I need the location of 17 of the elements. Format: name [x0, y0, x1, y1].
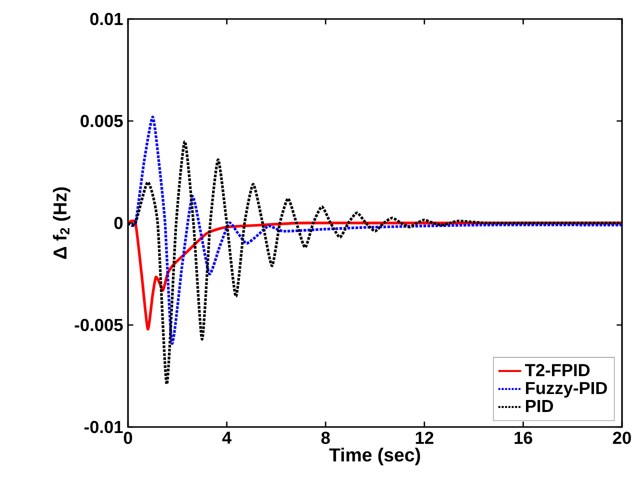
x-axis-title: Time (sec)	[329, 448, 420, 466]
x-tick-label: 12	[416, 432, 434, 444]
legend-label: T2-FPID	[525, 364, 590, 376]
x-tick-label: 8	[321, 432, 330, 444]
legend-label: Fuzzy-PID	[526, 382, 607, 398]
y-tick-label: -0.01	[84, 420, 123, 434]
legend-label: PID	[526, 400, 554, 412]
y-tick-label: -0.005	[74, 318, 123, 332]
y-tick-label: 0.01	[90, 12, 123, 26]
y-tick-label: 0.005	[80, 114, 123, 128]
y-axis-title: Δ f$_{2}$ (Hz)	[52, 187, 70, 259]
x-tick-label: 20	[612, 432, 631, 444]
x-tick-label: 16	[514, 432, 532, 444]
line-series	[128, 116, 622, 345]
y-tick-label: 0	[114, 216, 123, 230]
x-tick-label: 0	[124, 432, 132, 444]
x-tick-label: 4	[222, 432, 232, 444]
